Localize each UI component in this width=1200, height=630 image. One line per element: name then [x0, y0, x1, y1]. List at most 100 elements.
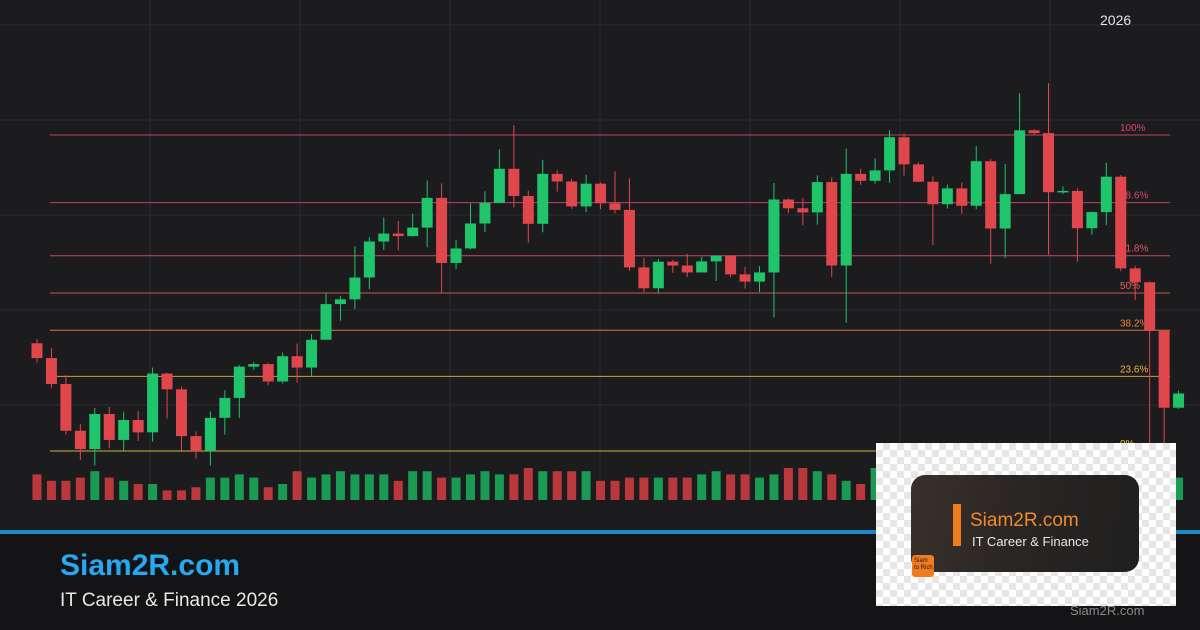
- candle-body: [60, 384, 72, 431]
- brand-title[interactable]: Siam2R.com: [60, 549, 241, 582]
- candle-body: [118, 420, 130, 440]
- volume-bar: [61, 480, 71, 500]
- volume-bar: [509, 474, 519, 500]
- volume-bar: [451, 477, 461, 500]
- candle-body: [74, 430, 86, 450]
- candle-body: [132, 420, 144, 433]
- volume-bar: [437, 477, 447, 500]
- badge-line1: Siam: [914, 558, 928, 564]
- volume-bar: [841, 480, 851, 500]
- volume-bar: [408, 471, 418, 500]
- candle-body: [262, 364, 274, 382]
- candle-body: [392, 233, 404, 237]
- volume-bar: [90, 471, 100, 500]
- volume-bar: [32, 474, 42, 500]
- fib-level-label: 23.6%: [1120, 364, 1148, 375]
- volume-bar: [653, 477, 663, 500]
- candle-body: [204, 417, 216, 451]
- candle-body: [855, 173, 867, 181]
- volume-bar: [870, 468, 880, 500]
- candle-body: [436, 197, 448, 263]
- candle-body: [378, 233, 390, 242]
- candle-body: [884, 137, 896, 171]
- volume-bar: [552, 471, 562, 500]
- candle-body: [652, 261, 664, 289]
- candle-body: [407, 227, 419, 237]
- volume-bar: [263, 487, 273, 500]
- candle-body: [233, 366, 245, 398]
- chart-canvas: 100%78.6%61.8%50%38.2%23.6%0%: [0, 0, 1200, 500]
- volume-bar: [567, 471, 577, 500]
- candle-body: [1144, 282, 1156, 331]
- watermark-text: Siam2R.com: [1070, 603, 1145, 618]
- candle-body: [190, 436, 202, 451]
- volume-bar: [639, 477, 649, 500]
- candle-body: [638, 267, 650, 289]
- candle-body: [493, 168, 505, 203]
- candle-body: [811, 182, 823, 213]
- candle-body: [898, 137, 910, 165]
- candle-body: [1129, 268, 1141, 283]
- candle-body: [176, 389, 187, 437]
- volume-bar: [538, 471, 548, 500]
- candle-body: [912, 164, 924, 182]
- candle-body: [566, 181, 578, 207]
- candle-body: [219, 397, 231, 418]
- volume-bar: [422, 471, 432, 500]
- volume-bar: [827, 474, 837, 500]
- candle-body: [522, 195, 534, 224]
- candle-body: [479, 202, 491, 224]
- volume-bar: [278, 484, 288, 500]
- candle-body: [161, 373, 173, 390]
- volume-bar: [162, 490, 172, 500]
- volume-bar: [624, 477, 634, 500]
- volume-bar: [234, 474, 244, 500]
- logo-title: Siam2R.com: [970, 510, 1079, 531]
- volume-bar: [104, 477, 114, 500]
- candle-body: [797, 208, 809, 213]
- candle-body: [450, 248, 462, 263]
- candle-body: [696, 261, 708, 273]
- candle-body: [31, 343, 43, 359]
- candle-body: [710, 255, 722, 262]
- volume-bar: [379, 474, 389, 500]
- volume-bar: [46, 480, 56, 500]
- logo-panel: Siam2R.com IT Career & Finance Siam to R…: [876, 443, 1176, 606]
- volume-bar: [466, 474, 475, 500]
- candle-body: [782, 199, 794, 209]
- candle-body: [768, 199, 780, 273]
- volume-bar: [668, 477, 678, 500]
- volume-bar: [205, 477, 215, 500]
- volume-bar: [177, 490, 186, 500]
- candle-body: [667, 261, 679, 266]
- candle-body: [869, 170, 881, 181]
- volume-bar: [596, 480, 606, 500]
- volume-bar: [335, 471, 345, 500]
- candle-body: [147, 373, 159, 433]
- volume-bar: [1174, 477, 1184, 500]
- candle-body: [1086, 212, 1098, 229]
- candle-body: [1071, 190, 1083, 229]
- logo-card: Siam2R.com IT Career & Finance: [911, 475, 1139, 572]
- fib-level-label: 78.6%: [1120, 191, 1148, 202]
- candle-body: [248, 364, 260, 367]
- candle-body: [999, 194, 1011, 229]
- candle-body: [421, 197, 433, 228]
- candle-body: [956, 188, 968, 206]
- fib-level-label: 100%: [1120, 123, 1146, 134]
- candle-body: [334, 299, 346, 305]
- candle-body: [277, 356, 289, 382]
- candle-body: [985, 161, 997, 229]
- volume-bar: [581, 471, 591, 500]
- candle-body: [927, 181, 939, 205]
- candle-body: [623, 209, 635, 268]
- candle-body: [306, 339, 318, 368]
- volume-bar: [119, 480, 129, 500]
- divider-line: [0, 530, 1200, 534]
- volume-bar: [191, 487, 201, 500]
- volume-bar: [321, 474, 331, 500]
- candle-body: [595, 183, 607, 204]
- volume-bar: [523, 468, 533, 500]
- year-label: 2026: [1100, 12, 1132, 28]
- logo-accent-bar: [953, 504, 961, 546]
